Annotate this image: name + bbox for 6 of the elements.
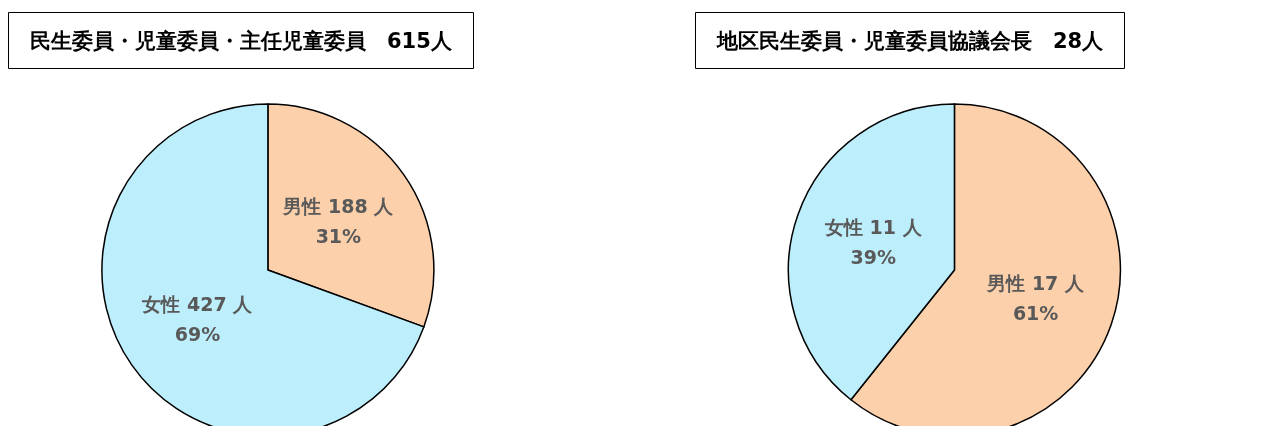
slice-label: 男性 188 人 31% [282,194,395,247]
slice-label: 女性 427 人 69% [141,293,254,346]
chart-title: 民生委員・児童委員・主任児童委員 615人 [30,28,453,53]
slice-label: 男性 17 人 61% [986,272,1085,325]
chart-title: 地区民生委員・児童委員協議会長 28人 [716,28,1105,53]
slice-label: 女性 11 人 39% [823,215,923,268]
